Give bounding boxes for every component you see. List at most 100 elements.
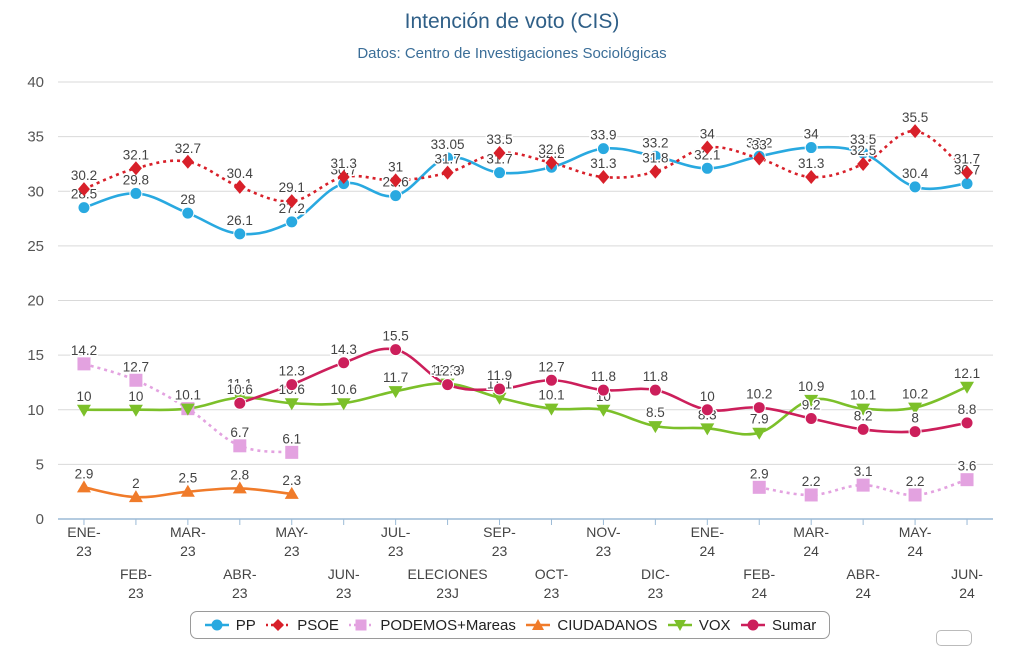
legend-swatch-podemos-mareas [349,619,374,631]
data-label-podemos-mareas: 2.9 [750,466,769,481]
data-label-ciudadanos: 2.5 [178,471,197,486]
data-point-vox [180,403,195,416]
legend-item-pp[interactable]: PP [204,617,256,634]
data-point-podemos-mareas [960,473,974,487]
chart-title: Intención de voto (CIS) [404,10,620,33]
x-tick-label: 24 [907,543,923,559]
data-label-pp: 32.1 [694,147,720,162]
x-tick-label: MAR- [170,524,206,540]
data-point-psoe [285,194,298,209]
data-label-sumar: 10.2 [746,387,772,402]
legend-marker-pp [211,619,223,631]
data-label-pp: 28 [180,192,195,207]
data-point-sumar [389,343,403,357]
x-tick-label: FEB- [120,566,152,582]
data-point-psoe [233,179,246,194]
x-tick-label: 23 [388,543,404,559]
legend-swatch-pp [204,619,229,631]
data-point-podemos-mareas [285,445,299,459]
data-label-podemos-mareas: 2.2 [802,474,821,489]
x-tick-label: 24 [959,585,975,601]
legend-item-vox[interactable]: VOX [667,617,731,634]
data-label-vox: 10.2 [902,387,928,402]
data-point-pp [700,161,714,175]
data-label-sumar: 11.9 [487,368,512,383]
data-point-psoe [909,124,922,139]
data-label-vox: 10 [128,389,143,404]
data-label-podemos-mareas: 3.1 [854,464,873,479]
data-point-pp [77,201,91,215]
data-point-podemos-mareas [804,488,818,502]
x-tick-label: 23 [180,543,196,559]
data-point-ciudadanos [284,486,299,499]
data-point-psoe [545,155,558,170]
data-point-podemos-mareas [752,480,766,494]
data-point-psoe [597,170,610,185]
data-label-vox: 11.1 [227,377,252,392]
data-label-psoe: 35.5 [902,110,928,125]
data-label-ciudadanos: 2.9 [75,466,94,481]
data-label-sumar: 12.7 [538,359,564,374]
data-point-vox [284,398,299,411]
data-point-psoe [493,146,506,161]
data-label-sumar: 8 [911,411,919,426]
data-label-podemos-mareas: 6.1 [282,431,301,446]
data-point-psoe [389,173,402,188]
legend-swatch-ciudadanos [526,619,551,630]
data-label-vox: 12.39 [431,363,465,378]
data-label-psoe: 31.7 [954,152,980,167]
legend-item-sumar[interactable]: Sumar [740,617,816,634]
y-tick-label: 20 [27,293,44,310]
legend-swatch-vox [667,620,692,631]
x-tick-label: JUL- [381,524,411,540]
data-point-sumar [285,378,299,392]
x-tick-label: 24 [855,585,871,601]
data-point-ciudadanos [180,484,195,497]
data-label-pp: 33.05 [431,137,465,152]
x-tick-label: 23 [648,585,664,601]
y-tick-label: 40 [27,74,44,91]
chart-legend: PP PSOE PODEMOS+Mareas CIUDADANOS VOX Sumar [190,611,830,639]
data-point-sumar [441,378,455,392]
y-tick-label: 0 [36,511,44,528]
data-label-psoe: 33 [752,137,767,152]
data-label-vox: 10.1 [538,388,564,403]
data-label-podemos-mareas: 6.7 [230,425,249,440]
chart-subtitle: Datos: Centro de Investigaciones Socioló… [357,45,667,62]
data-label-sumar: 11.8 [643,369,668,384]
x-tick-label: 23 [128,585,144,601]
legend-marker-vox [673,620,686,631]
y-tick-label: 35 [27,129,44,146]
data-label-sumar: 15.5 [382,329,408,344]
data-point-psoe [77,182,90,197]
x-tick-label: NOV- [586,524,621,540]
chart-menu-button[interactable] [936,630,972,646]
x-tick-label: SEP- [483,524,516,540]
legend-item-ciudadanos[interactable]: CIUDADANOS [525,617,657,634]
data-point-sumar [908,425,922,439]
data-label-sumar: 8.8 [958,402,977,417]
legend-swatch-sumar [741,619,766,631]
legend-item-psoe[interactable]: PSOE [265,617,339,634]
legend-item-podemos-mareas[interactable]: PODEMOS+Mareas [348,617,516,634]
data-point-vox [908,402,923,415]
data-point-psoe [857,156,870,171]
data-point-vox [336,398,351,411]
data-point-sumar [960,416,974,430]
data-point-sumar [856,422,870,436]
legend-marker-ciudadanos [532,619,545,630]
data-label-vox: 10.6 [331,382,357,397]
data-point-psoe [337,170,350,185]
data-label-podemos-mareas: 12.7 [123,359,149,374]
legend-label: PSOE [297,616,339,634]
data-label-psoe: 34 [700,127,716,142]
data-point-ciudadanos [128,490,143,503]
data-label-podemos-mareas: 14.2 [71,343,97,358]
data-label-sumar: 14.3 [331,342,357,357]
x-tick-label: ABR- [223,566,257,582]
x-tick-label: 24 [700,543,716,559]
x-tick-label: 24 [751,585,767,601]
data-point-podemos-mareas [77,357,91,371]
x-tick-label: ENE- [67,524,101,540]
legend-label: VOX [698,616,731,634]
